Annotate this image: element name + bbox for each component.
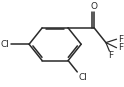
Text: F: F [108,51,113,60]
Text: Cl: Cl [1,40,10,49]
Text: F: F [118,35,123,44]
Text: O: O [91,2,98,11]
Text: Cl: Cl [78,73,87,82]
Text: F: F [118,43,123,52]
